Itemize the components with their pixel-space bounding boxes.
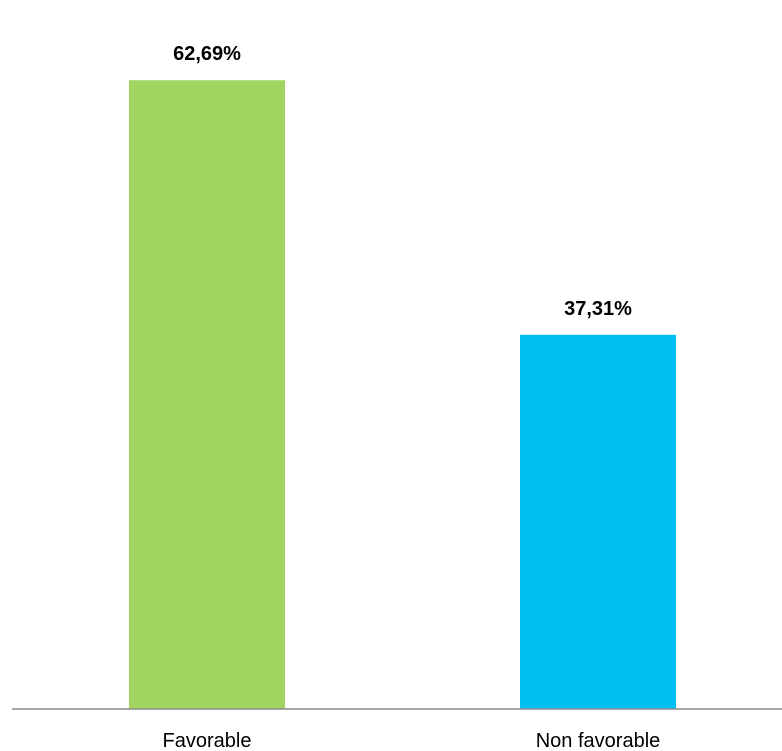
value-label-non-favorable: 37,31%	[564, 298, 632, 320]
category-label-favorable: Favorable	[163, 730, 252, 751]
value-label-favorable: 62,69%	[173, 43, 241, 65]
bars-group	[129, 80, 676, 709]
category-label-non-favorable: Non favorable	[536, 730, 661, 751]
category-labels-group: Favorable Non favorable	[163, 730, 661, 751]
value-labels-group: 62,69% 37,31%	[173, 43, 632, 320]
bar-non-favorable	[520, 334, 676, 709]
bar-favorable	[129, 80, 285, 709]
